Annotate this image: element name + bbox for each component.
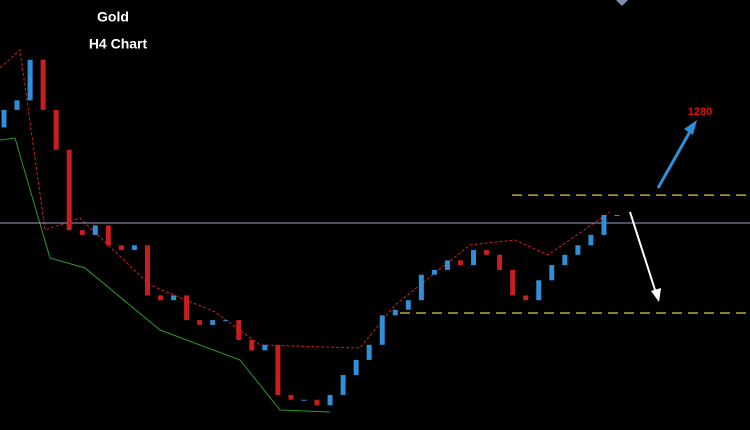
candle <box>158 295 164 301</box>
candle <box>431 269 437 275</box>
up-arrow-head <box>684 120 697 135</box>
candle <box>14 100 20 110</box>
candle <box>549 265 555 281</box>
candle <box>105 225 111 246</box>
candle <box>92 225 98 235</box>
candle <box>223 320 229 322</box>
candle <box>457 260 463 266</box>
candle <box>1 109 7 128</box>
plot <box>0 59 750 406</box>
candle <box>444 260 450 270</box>
candle <box>131 245 137 251</box>
candle <box>288 394 294 400</box>
candle <box>53 109 59 150</box>
candle <box>601 215 607 235</box>
target-label: 1280 <box>688 106 712 118</box>
candle <box>510 269 516 296</box>
candle <box>27 59 33 101</box>
candle <box>536 280 542 301</box>
candle <box>118 245 124 251</box>
candle <box>379 315 385 345</box>
candle <box>588 234 594 246</box>
candle <box>275 344 281 395</box>
candle <box>523 295 529 301</box>
chart-title: Gold <box>97 9 129 25</box>
marker <box>616 0 628 6</box>
chart-subtitle: H4 Chart <box>89 36 148 52</box>
candle <box>184 295 190 321</box>
candle <box>236 320 242 341</box>
candle <box>392 309 398 316</box>
candle <box>418 274 424 301</box>
down-arrow <box>629 211 657 294</box>
candle <box>40 59 46 110</box>
candle <box>497 254 503 270</box>
candle <box>144 245 150 296</box>
candle <box>366 344 372 360</box>
candle <box>353 359 359 376</box>
candle <box>249 340 255 351</box>
candle <box>301 399 307 401</box>
up-arrow <box>656 127 694 189</box>
candle <box>471 250 477 266</box>
candle <box>327 394 333 406</box>
candle <box>171 295 177 301</box>
trend-zigzag <box>0 48 611 349</box>
candle <box>210 320 216 325</box>
candle <box>79 230 85 235</box>
candle <box>197 320 203 325</box>
candle <box>340 375 346 395</box>
support-line <box>0 137 331 413</box>
candle <box>614 215 620 216</box>
candle <box>575 245 581 255</box>
candle <box>66 149 72 231</box>
candle <box>562 254 568 266</box>
down-arrow-head <box>651 288 661 302</box>
candle <box>405 300 411 310</box>
candle <box>314 399 320 406</box>
candle <box>262 344 268 351</box>
candle <box>484 250 490 255</box>
